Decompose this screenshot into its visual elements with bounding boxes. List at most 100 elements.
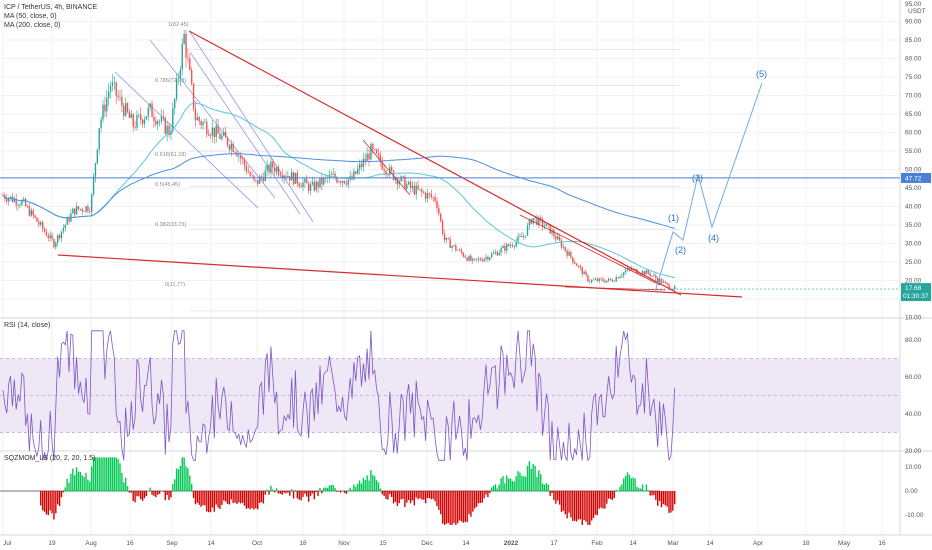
candle-body bbox=[75, 206, 78, 215]
time-tick: Jul bbox=[3, 540, 12, 547]
sqz-bar bbox=[232, 491, 234, 504]
elliott-wave-projection[interactable]: (1) (2) (3) (4) (5) bbox=[654, 69, 767, 293]
sqz-bar bbox=[649, 491, 651, 496]
sqz-bar bbox=[453, 491, 455, 523]
candle-body bbox=[523, 236, 525, 238]
candle-body bbox=[445, 237, 448, 241]
sqz-bar bbox=[560, 491, 563, 512]
sqz-axis[interactable]: 10.00 0.00 -10.00 bbox=[905, 464, 924, 519]
candle-body bbox=[590, 279, 593, 282]
candle-body bbox=[306, 178, 308, 184]
sqz-bar bbox=[349, 487, 351, 492]
falling-wedge[interactable] bbox=[57, 30, 743, 298]
candle-body bbox=[230, 144, 232, 150]
channel-line bbox=[149, 39, 276, 199]
sqz-bar bbox=[385, 491, 387, 499]
candle-body bbox=[247, 171, 249, 173]
ma200-legend[interactable]: MA (200, close, 0) bbox=[4, 22, 61, 29]
candle-body bbox=[472, 258, 474, 261]
falling-channel[interactable] bbox=[114, 31, 314, 223]
sqz-bar bbox=[277, 491, 280, 494]
price-tick: 85.00 bbox=[905, 37, 922, 44]
sqz-bar bbox=[664, 491, 666, 506]
candle-body bbox=[594, 279, 597, 280]
wave-label: (1) bbox=[668, 213, 679, 223]
sqz-bar bbox=[421, 491, 423, 500]
time-axis[interactable]: Jul 19 Aug 16 Sep 14 Oct 18 Nov 15 Dec 14 2022 17 Feb 1… bbox=[3, 540, 886, 547]
sqz-bar bbox=[458, 491, 461, 521]
sqz-bar bbox=[192, 491, 195, 499]
sqz-bar bbox=[498, 484, 500, 492]
price-tag-countdown: 01:30:37 bbox=[903, 293, 929, 300]
sqz-bar bbox=[121, 472, 123, 492]
sqz-bar bbox=[247, 491, 249, 509]
sqz-bar bbox=[41, 491, 44, 511]
sqz-bar bbox=[632, 477, 634, 492]
candle-body bbox=[217, 125, 219, 134]
sqz-bar bbox=[611, 491, 614, 501]
sqz-bar bbox=[258, 491, 261, 503]
candle-body bbox=[640, 273, 642, 275]
sqz-bar bbox=[113, 457, 116, 492]
candle-body bbox=[166, 125, 168, 134]
candle-body bbox=[232, 144, 234, 152]
candle-body bbox=[132, 114, 134, 127]
sqz-bar bbox=[572, 491, 574, 522]
candle-body bbox=[664, 281, 666, 283]
sqz-bar bbox=[655, 491, 657, 500]
candle-body bbox=[249, 172, 251, 176]
sqz-bar bbox=[615, 489, 617, 492]
candle-body bbox=[460, 249, 463, 253]
rsi-legend[interactable]: RSI (14, close) bbox=[4, 322, 51, 329]
candle-body bbox=[15, 198, 17, 206]
candle-body bbox=[266, 164, 268, 171]
sqz-bar bbox=[73, 475, 76, 492]
candle-body bbox=[89, 211, 91, 212]
sqz-bar bbox=[526, 466, 529, 492]
sqz-bar bbox=[138, 491, 140, 497]
ma50-legend[interactable]: MA (50, close, 0) bbox=[4, 13, 57, 20]
sqz-bar bbox=[224, 491, 227, 502]
sqz-bar bbox=[479, 491, 482, 503]
candle-body bbox=[224, 132, 227, 138]
time-tick: 16 bbox=[126, 540, 134, 547]
candle-body bbox=[570, 251, 572, 258]
candle-body bbox=[158, 121, 161, 122]
candle-body bbox=[611, 280, 614, 282]
sqz-legend[interactable]: SQZMOM_LB (20, 2, 20, 1.5) bbox=[4, 455, 96, 462]
candle-body bbox=[513, 246, 516, 247]
sqz-bar bbox=[190, 483, 193, 492]
sqz-bar bbox=[523, 476, 525, 492]
symbol-legend[interactable]: ICP / TetherUS, 4h, BINANCE bbox=[4, 4, 98, 11]
candle-body bbox=[402, 176, 404, 178]
candle-body bbox=[434, 197, 436, 201]
candle-body bbox=[257, 180, 259, 184]
sqz-bar bbox=[398, 491, 400, 504]
wedge-upper-line bbox=[188, 30, 682, 296]
sqz-bar bbox=[130, 491, 132, 493]
candle-body bbox=[36, 217, 38, 222]
sqz-bar bbox=[85, 472, 87, 492]
candle-body bbox=[202, 122, 204, 126]
sqz-bar bbox=[268, 491, 270, 495]
rsi-axis[interactable]: 80.00 60.00 40.00 20.00 bbox=[905, 337, 922, 455]
candle-body bbox=[41, 222, 44, 229]
sqz-bar bbox=[104, 457, 106, 492]
candle-body bbox=[623, 272, 625, 276]
candle-body bbox=[9, 196, 12, 199]
candle-body bbox=[498, 252, 500, 256]
sqz-bar bbox=[619, 486, 621, 492]
candle-body bbox=[468, 255, 470, 261]
sqz-bar bbox=[392, 491, 395, 504]
fibonacci-levels[interactable]: 1(82.45) 0.786(72.78) 0.618(61.18) 0.5(45.4… bbox=[155, 22, 680, 312]
candle-body bbox=[277, 167, 280, 175]
sqz-bar bbox=[206, 491, 208, 512]
sqz-tick: -10.00 bbox=[905, 512, 924, 519]
sqz-bar bbox=[519, 472, 521, 492]
sqz-bar bbox=[115, 457, 117, 492]
candle-body bbox=[53, 239, 55, 248]
sqz-bar bbox=[153, 491, 155, 496]
sqz-bar bbox=[323, 487, 325, 492]
